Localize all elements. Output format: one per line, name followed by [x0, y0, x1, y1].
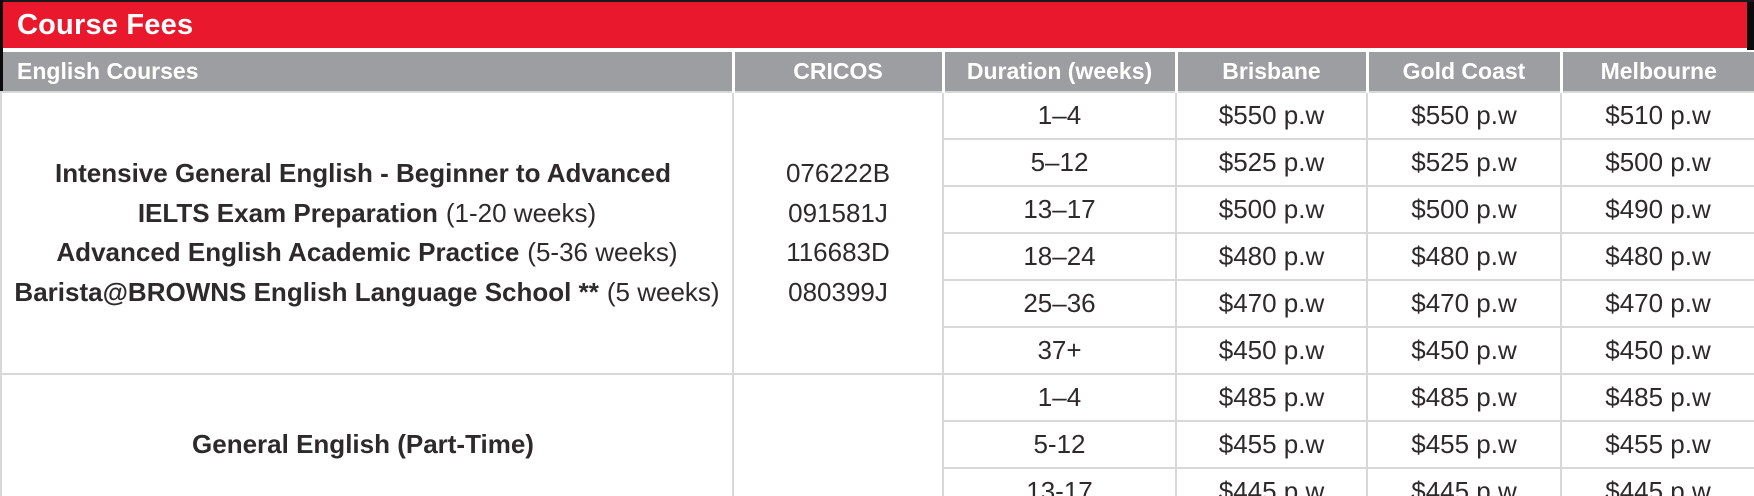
- table-row: 18–24 $480 p.w $480 p.w $480 p.w: [1, 232, 1754, 281]
- course-line: General English (Part-Time): [2, 425, 732, 465]
- price-cell-melbourne: $455 p.w: [1560, 420, 1754, 469]
- price-cell-brisbane: $480 p.w: [1175, 232, 1368, 281]
- price-cell-gold-coast: $480 p.w: [1366, 232, 1562, 281]
- duration-cell: 5–12: [942, 138, 1177, 187]
- price-cell-brisbane: $470 p.w: [1175, 279, 1368, 328]
- course-name: Barista@BROWNS English Language School *…: [14, 276, 599, 307]
- table-row: 37+ $450 p.w $450 p.w $450 p.w: [1, 326, 1754, 375]
- title-divider: [0, 48, 1754, 52]
- duration-cell: 37+: [942, 326, 1177, 375]
- course-name: Advanced English Academic Practice: [56, 237, 520, 267]
- duration-cell: 25–36: [942, 279, 1177, 328]
- duration-cell: 1–4: [942, 373, 1177, 422]
- course-detail: (1-20 weeks): [445, 197, 597, 228]
- course-line: Advanced English Academic Practice (5-36 …: [2, 233, 732, 273]
- cricos-code: 091581J: [788, 197, 888, 228]
- cricos-code: 080399J: [788, 276, 888, 307]
- price-cell-brisbane: $525 p.w: [1175, 138, 1368, 187]
- screen-edge-artifact-left: [0, 0, 3, 91]
- price-cell-gold-coast: $450 p.w: [1366, 326, 1562, 375]
- cricos-code: 116683D: [786, 237, 890, 267]
- cricos-list-cell: 076222B 091581J 116683D 080399J: [732, 91, 944, 375]
- price-cell-gold-coast: $525 p.w: [1366, 138, 1562, 187]
- duration-cell: 18–24: [942, 232, 1177, 281]
- column-header-duration: Duration (weeks): [941, 52, 1176, 92]
- course-line: Intensive General English - Beginner to …: [2, 154, 732, 194]
- duration-cell: 5-12: [942, 420, 1177, 469]
- column-header-english-courses: English Courses: [1, 52, 733, 92]
- price-cell-melbourne: $445 p.w: [1560, 467, 1754, 496]
- course-line: IELTS Exam Preparation (1-20 weeks): [2, 194, 732, 234]
- price-cell-brisbane: $550 p.w: [1175, 91, 1368, 140]
- page-title: Course Fees: [17, 8, 194, 41]
- screen-edge-artifact-right: [1747, 2, 1754, 50]
- course-name: General English (Part-Time): [192, 428, 534, 459]
- table-row: Intensive General English - Beginner to …: [0, 91, 1754, 375]
- column-header-gold-coast: Gold Coast: [1365, 52, 1561, 92]
- price-cell-gold-coast: $445 p.w: [1366, 467, 1562, 496]
- column-header-cricos: CRICOS: [731, 52, 943, 92]
- price-cell-gold-coast: $470 p.w: [1366, 279, 1562, 328]
- course-line: Barista@BROWNS English Language School *…: [2, 273, 732, 313]
- column-header-brisbane: Brisbane: [1174, 52, 1367, 92]
- course-name: IELTS Exam Preparation: [137, 197, 438, 228]
- price-cell-gold-coast: $455 p.w: [1366, 420, 1562, 469]
- table-row: 13–17 $500 p.w $500 p.w $490 p.w: [1, 185, 1754, 234]
- duration-cell: 13-17: [942, 467, 1177, 496]
- course-list-cell: General English (Part-Time): [0, 373, 734, 496]
- table-header-row: English Courses CRICOS Duration (weeks) …: [1, 52, 1754, 92]
- price-cell-melbourne: $470 p.w: [1560, 279, 1754, 328]
- cricos-empty-cell: [732, 373, 944, 496]
- course-group-intensive: Intensive General English - Beginner to …: [0, 91, 1754, 375]
- price-cell-brisbane: $485 p.w: [1175, 373, 1368, 422]
- price-cell-gold-coast: $485 p.w: [1366, 373, 1562, 422]
- course-name: Intensive General English - Beginner to …: [55, 158, 671, 188]
- duration-cell: 1–4: [942, 91, 1177, 140]
- table-row: 13-17 $445 p.w $445 p.w $445 p.w: [1, 467, 1754, 496]
- price-cell-melbourne: $485 p.w: [1560, 373, 1754, 422]
- course-group-part-time: General English (Part-Time) 1–4 $485 p.w…: [0, 373, 1754, 496]
- price-cell-melbourne: $500 p.w: [1560, 138, 1754, 187]
- course-fees-table: English Courses CRICOS Duration (weeks) …: [0, 52, 1754, 496]
- price-cell-brisbane: $500 p.w: [1175, 185, 1368, 234]
- price-cell-brisbane: $445 p.w: [1175, 467, 1368, 496]
- column-header-melbourne: Melbourne: [1559, 52, 1754, 92]
- table-row: 25–36 $470 p.w $470 p.w $470 p.w: [1, 279, 1754, 328]
- price-cell-melbourne: $490 p.w: [1560, 185, 1754, 234]
- price-cell-brisbane: $450 p.w: [1175, 326, 1368, 375]
- price-cell-gold-coast: $500 p.w: [1366, 185, 1562, 234]
- title-bar: Course Fees: [0, 0, 1754, 50]
- course-detail: (5-36 weeks): [527, 237, 678, 267]
- price-cell-gold-coast: $550 p.w: [1366, 91, 1562, 140]
- duration-cell: 13–17: [942, 185, 1177, 234]
- cricos-code: 076222B: [785, 158, 891, 188]
- table-row: General English (Part-Time) 1–4 $485 p.w…: [0, 373, 1754, 496]
- course-detail: (5 weeks): [606, 276, 720, 307]
- price-cell-brisbane: $455 p.w: [1175, 420, 1368, 469]
- table-row: 5-12 $455 p.w $455 p.w $455 p.w: [1, 420, 1754, 469]
- price-cell-melbourne: $510 p.w: [1560, 91, 1754, 140]
- price-cell-melbourne: $480 p.w: [1560, 232, 1754, 281]
- table-row: 5–12 $525 p.w $525 p.w $500 p.w: [1, 138, 1754, 187]
- course-list-cell: Intensive General English - Beginner to …: [0, 91, 734, 375]
- price-cell-melbourne: $450 p.w: [1560, 326, 1754, 375]
